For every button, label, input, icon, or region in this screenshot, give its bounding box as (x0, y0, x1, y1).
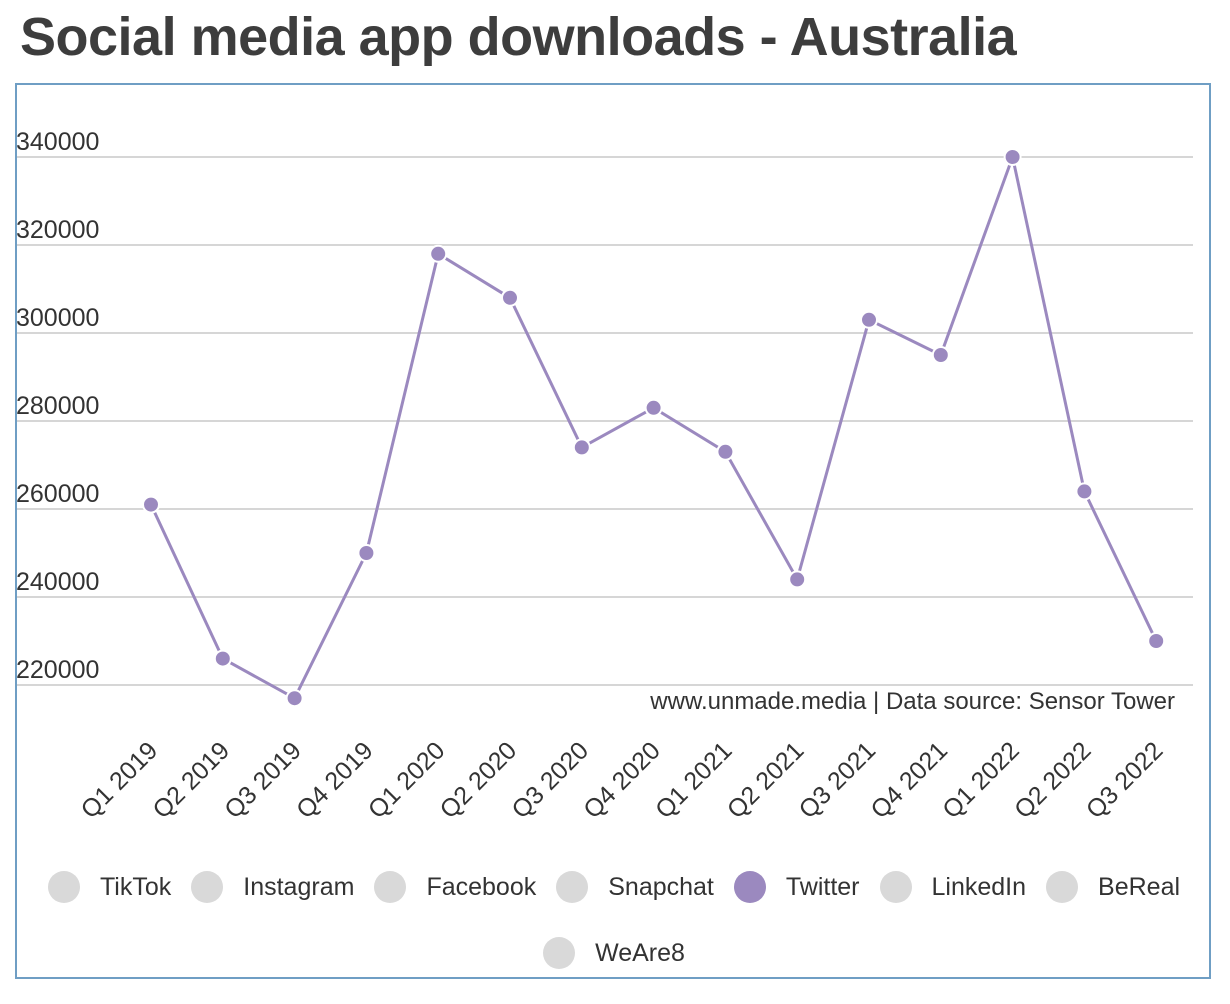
x-tick-label: Q2 2019 (147, 736, 235, 824)
x-tick-label: Q3 2021 (794, 736, 882, 824)
y-tick-label: 240000 (16, 568, 99, 596)
y-tick-label: 300000 (16, 304, 99, 332)
y-tick-label: 340000 (16, 128, 99, 156)
chart-frame (15, 83, 1211, 979)
y-tick-label: 280000 (16, 392, 99, 420)
y-tick-label: 220000 (16, 656, 99, 684)
legend-swatch (879, 871, 912, 903)
x-tick-label: Q3 2022 (1081, 736, 1169, 824)
data-point[interactable] (213, 649, 232, 668)
legend-swatch (733, 871, 766, 903)
data-point[interactable] (1075, 482, 1094, 501)
y-axis-ticks: 220000 240000 260000 280000 300000 320000 3400… (16, 128, 99, 684)
legend: TikTok Instagram Facebook Snapchat Twitter Li… (17, 870, 1211, 980)
legend-label: TikTok (99, 872, 172, 901)
legend-item-linkedin[interactable]: LinkedIn (879, 870, 1027, 904)
legend-label: Snapchat (608, 872, 714, 901)
source-note: www.unmade.media | Data source: Sensor T… (649, 688, 1175, 715)
x-tick-label: Q1 2019 (76, 736, 164, 824)
x-tick-label: Q4 2019 (291, 736, 379, 824)
data-point[interactable] (1147, 632, 1166, 650)
legend-label: Twitter (785, 872, 860, 901)
legend-item-instagram[interactable]: Instagram (191, 870, 354, 904)
data-point[interactable] (572, 438, 591, 457)
legend-label: BeReal (1098, 872, 1181, 901)
legend-item-tiktok[interactable]: TikTok (47, 870, 172, 904)
chart-title: Social media app downloads - Australia (20, 7, 1017, 67)
legend-label: LinkedIn (931, 872, 1027, 901)
data-point[interactable] (644, 398, 663, 417)
legend-item-weare8[interactable]: WeAre8 (543, 936, 685, 970)
data-point[interactable] (285, 689, 304, 708)
data-point[interactable] (1003, 148, 1022, 166)
x-tick-label: Q3 2019 (219, 736, 307, 824)
legend-swatch (47, 871, 80, 903)
legend-swatch (374, 871, 407, 903)
data-point[interactable] (788, 570, 807, 589)
legend-label: Instagram (243, 872, 355, 901)
legend-swatch (191, 871, 224, 903)
x-tick-label: Q4 2020 (578, 736, 666, 824)
legend-item-facebook[interactable]: Facebook (374, 870, 536, 904)
legend-item-snapchat[interactable]: Snapchat (556, 870, 714, 904)
data-point[interactable] (142, 495, 160, 514)
legend-item-bereal[interactable]: BeReal (1046, 870, 1180, 904)
data-point[interactable] (429, 244, 448, 263)
data-point[interactable] (357, 544, 376, 562)
data-point[interactable] (716, 442, 735, 461)
x-tick-label: Q2 2020 (435, 736, 523, 824)
legend-item-twitter[interactable]: Twitter (733, 870, 860, 904)
x-tick-label: Q2 2021 (722, 736, 810, 824)
legend-swatch (543, 937, 576, 969)
legend-label: WeAre8 (595, 938, 685, 967)
data-point[interactable] (501, 288, 519, 307)
legend-swatch (1046, 871, 1079, 903)
data-point[interactable] (860, 310, 878, 329)
x-tick-label: Q4 2021 (865, 736, 953, 824)
legend-swatch (556, 871, 589, 903)
y-tick-label: 320000 (16, 216, 99, 244)
legend-label: Facebook (426, 872, 537, 901)
x-tick-label: Q1 2021 (650, 736, 738, 824)
x-tick-label: Q3 2020 (506, 736, 594, 824)
y-tick-label: 260000 (16, 480, 99, 508)
series-line-twitter (149, 151, 1158, 701)
data-point[interactable] (931, 346, 950, 364)
x-tick-label: Q1 2020 (363, 736, 451, 824)
gridlines (17, 156, 1193, 686)
series-points-twitter (142, 148, 1166, 708)
x-tick-label: Q1 2022 (937, 736, 1025, 824)
x-tick-label: Q2 2022 (1009, 736, 1097, 824)
